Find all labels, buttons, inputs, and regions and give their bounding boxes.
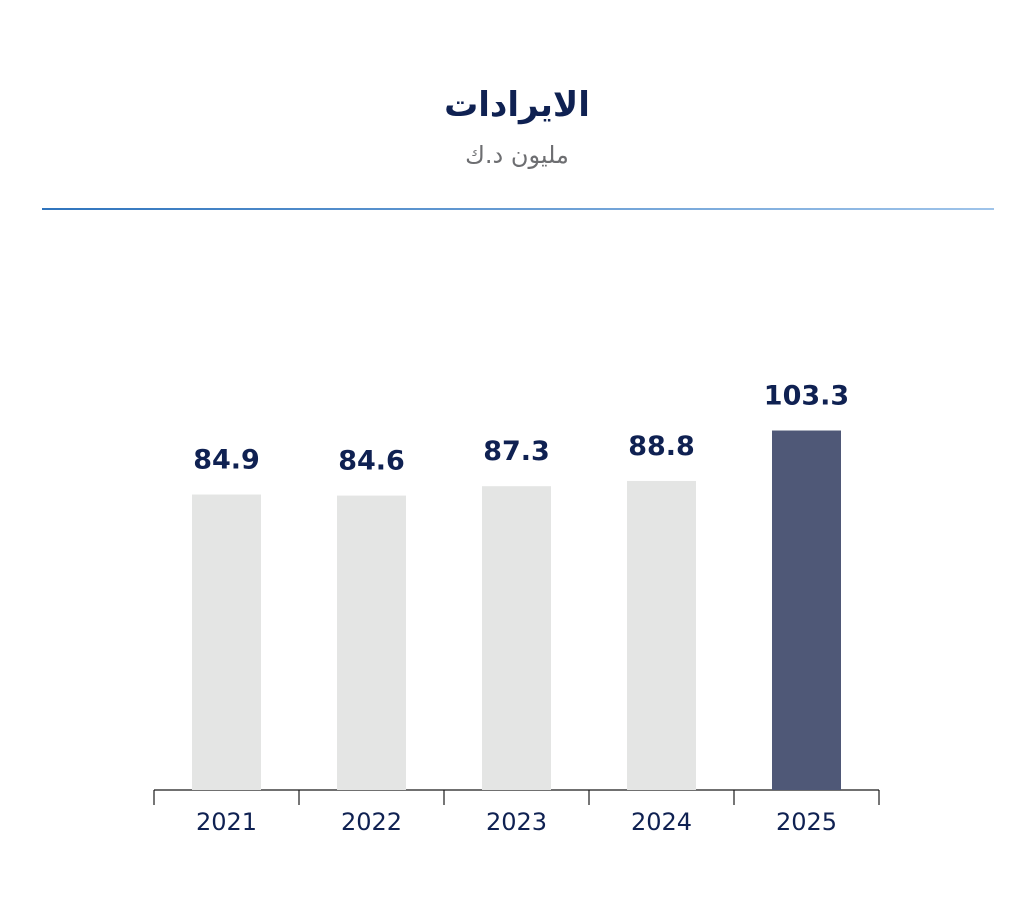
bar-2025	[772, 430, 841, 790]
bar-2024	[627, 480, 696, 790]
chart-subtitle: مليون د.ك	[465, 141, 569, 169]
x-tick-label-2024: 2024	[631, 808, 692, 836]
header-divider	[42, 208, 994, 210]
x-tick-label-2025: 2025	[776, 808, 837, 836]
value-label-2025: 103.3	[764, 381, 849, 412]
value-label-2024: 88.8	[628, 431, 695, 462]
bar-2021	[192, 494, 261, 790]
bar-2023	[482, 486, 551, 790]
x-tick-label-2023: 2023	[486, 808, 547, 836]
x-tick-label-2021: 2021	[196, 808, 257, 836]
value-label-2021: 84.9	[193, 445, 260, 476]
value-label-2022: 84.6	[338, 446, 405, 477]
chart-title: الايرادات	[444, 85, 590, 125]
value-label-2023: 87.3	[483, 436, 550, 467]
bar-2022	[337, 495, 406, 790]
x-tick-label-2022: 2022	[341, 808, 402, 836]
